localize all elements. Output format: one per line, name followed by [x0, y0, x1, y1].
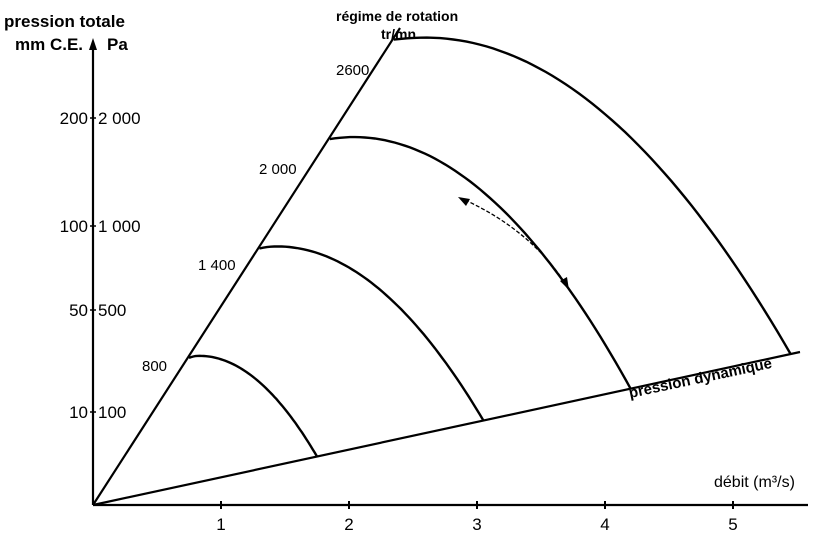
x-ticks: 1 2 3 4 5	[216, 501, 738, 534]
x-tick-label: 2	[344, 515, 353, 534]
y-tick-label-mmce: 50	[69, 301, 88, 320]
dynamic-pressure-label: pression dynamique	[627, 355, 773, 402]
y-tick-label-mmce: 100	[60, 217, 88, 236]
axes	[89, 27, 808, 507]
y-axis-label-line3: Pa	[107, 35, 128, 54]
y-axis-label-line2: mm C.E.	[15, 35, 83, 54]
speed-curve	[188, 354, 319, 458]
y-tick-label-mmce: 200	[60, 109, 88, 128]
speed-curve-label: 2 000	[259, 161, 297, 178]
y-tick-label-pa: 100	[98, 403, 126, 422]
arrow-head-right-icon	[560, 277, 569, 290]
x-tick-label: 5	[728, 515, 737, 534]
rotation-axis-label-line2: tr/mn	[381, 26, 416, 42]
y-tick-label-pa: 1 000	[98, 217, 141, 236]
speed-curve-label: 2600	[336, 62, 369, 79]
speed-curves: 800 1 400 2 000 2600	[142, 36, 792, 458]
speed-curve	[329, 135, 632, 390]
y-tick-label-pa: 2 000	[98, 109, 141, 128]
y-axis-arrow-icon	[89, 38, 97, 50]
operating-range-arrow	[458, 197, 569, 290]
x-tick-label: 4	[600, 515, 609, 534]
speed-curve	[393, 36, 792, 355]
arrow-head-left-icon	[458, 197, 470, 206]
y-axis-label-line1: pression totale	[4, 12, 125, 31]
y-tick-label-mmce: 10	[69, 403, 88, 422]
x-tick-label: 1	[216, 515, 225, 534]
x-tick-label: 3	[472, 515, 481, 534]
y-tick-label-pa: 500	[98, 301, 126, 320]
rotation-axis	[92, 27, 401, 506]
rotation-axis-label-line1: régime de rotation	[336, 8, 458, 24]
operating-range-arc	[464, 199, 566, 284]
dynamic-pressure-line	[92, 350, 801, 507]
speed-curve-label: 800	[142, 358, 167, 375]
speed-curve-label: 1 400	[198, 257, 236, 274]
x-axis-label: débit (m³/s)	[714, 474, 795, 491]
speed-curve	[259, 245, 485, 422]
y-ticks: 200 2 000 100 1 000 50 500 10 100	[60, 109, 141, 422]
